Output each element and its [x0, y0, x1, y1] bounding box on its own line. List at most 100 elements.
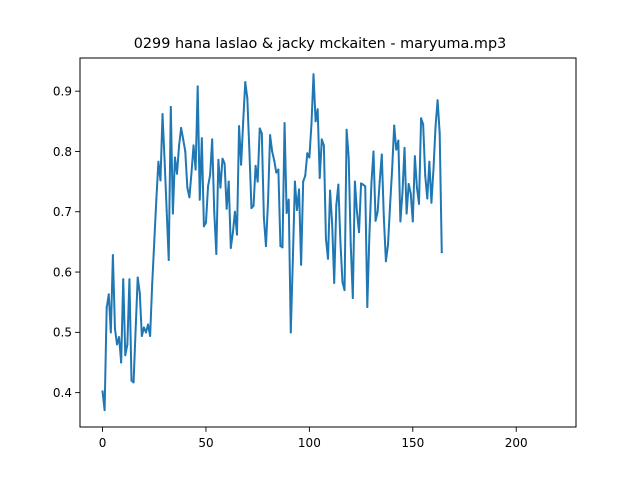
data-point — [281, 246, 284, 249]
data-point — [327, 257, 329, 260]
data-point — [184, 150, 187, 153]
data-point — [285, 211, 288, 214]
data-point — [213, 210, 216, 213]
data-point — [163, 159, 166, 162]
data-point — [204, 221, 207, 224]
data-point — [107, 293, 110, 296]
data-point — [138, 292, 141, 295]
data-point — [227, 180, 230, 183]
x-axis: 0 50 100 150 200 — [99, 427, 528, 450]
data-point — [440, 251, 443, 254]
data-point — [300, 263, 303, 266]
data-point — [409, 192, 412, 195]
data-point — [173, 156, 176, 159]
data-point — [436, 99, 439, 102]
data-point — [153, 240, 156, 243]
data-point — [242, 120, 245, 123]
data-point — [395, 148, 398, 151]
data-point — [192, 144, 195, 147]
data-point — [370, 181, 373, 184]
data-point — [310, 123, 313, 126]
data-point — [231, 231, 234, 234]
data-point — [118, 336, 121, 339]
data-point — [130, 379, 133, 382]
data-point — [122, 278, 125, 281]
data-point — [111, 254, 114, 257]
data-point — [147, 323, 150, 326]
data-point — [171, 212, 174, 215]
data-point — [161, 113, 164, 116]
data-point — [422, 123, 425, 126]
data-point — [132, 381, 135, 384]
data-point — [264, 245, 267, 248]
data-point — [411, 220, 414, 223]
data-point — [339, 240, 342, 243]
data-point — [238, 125, 241, 128]
data-point — [180, 126, 183, 129]
data-point — [434, 125, 437, 128]
data-point — [374, 219, 377, 222]
data-point — [347, 156, 350, 159]
data-point — [295, 208, 298, 211]
data-point — [407, 183, 410, 186]
data-point — [167, 258, 170, 261]
data-point — [413, 155, 416, 158]
data-point — [275, 171, 278, 174]
data-point — [418, 202, 421, 205]
data-point — [391, 168, 394, 171]
data-point — [128, 278, 131, 281]
data-point — [246, 97, 249, 100]
data-point — [291, 258, 294, 261]
data-point — [140, 334, 143, 337]
data-point — [273, 159, 276, 162]
data-point — [426, 197, 429, 200]
data-point — [366, 306, 369, 309]
data-point — [335, 204, 338, 207]
data-point — [320, 138, 323, 141]
data-point — [364, 185, 367, 188]
data-point — [277, 168, 280, 171]
data-point — [351, 296, 354, 299]
data-point — [260, 132, 263, 135]
data-point — [382, 216, 385, 219]
data-point — [194, 168, 197, 171]
data-point — [149, 334, 152, 337]
data-point — [229, 246, 232, 249]
data-point — [109, 331, 112, 334]
data-point — [155, 198, 158, 201]
data-point — [225, 207, 228, 210]
data-point — [186, 186, 189, 189]
data-point — [248, 150, 251, 153]
x-tick-label: 0 — [99, 436, 107, 450]
data-point — [233, 210, 236, 213]
data-point — [337, 183, 340, 186]
data-points — [101, 73, 443, 412]
data-point — [136, 276, 139, 279]
data-point — [169, 105, 172, 108]
data-point — [424, 174, 427, 177]
data-point — [209, 173, 212, 176]
data-point — [298, 188, 301, 191]
data-point — [103, 409, 106, 412]
data-point — [415, 186, 418, 189]
data-point — [360, 182, 363, 185]
data-point — [250, 207, 253, 210]
data-point — [438, 132, 441, 135]
data-point — [358, 231, 361, 234]
data-point — [202, 225, 205, 228]
data-point — [372, 150, 375, 153]
data-point — [126, 343, 129, 346]
data-point — [287, 198, 290, 201]
data-point — [190, 171, 193, 174]
x-tick-label: 200 — [505, 436, 528, 450]
data-point — [333, 281, 336, 284]
data-point — [188, 196, 191, 199]
data-point — [355, 210, 358, 213]
data-point — [403, 146, 406, 149]
data-point — [258, 127, 261, 130]
data-point — [198, 198, 201, 201]
data-point — [376, 210, 379, 213]
data-point — [389, 204, 392, 207]
data-point — [384, 260, 387, 263]
